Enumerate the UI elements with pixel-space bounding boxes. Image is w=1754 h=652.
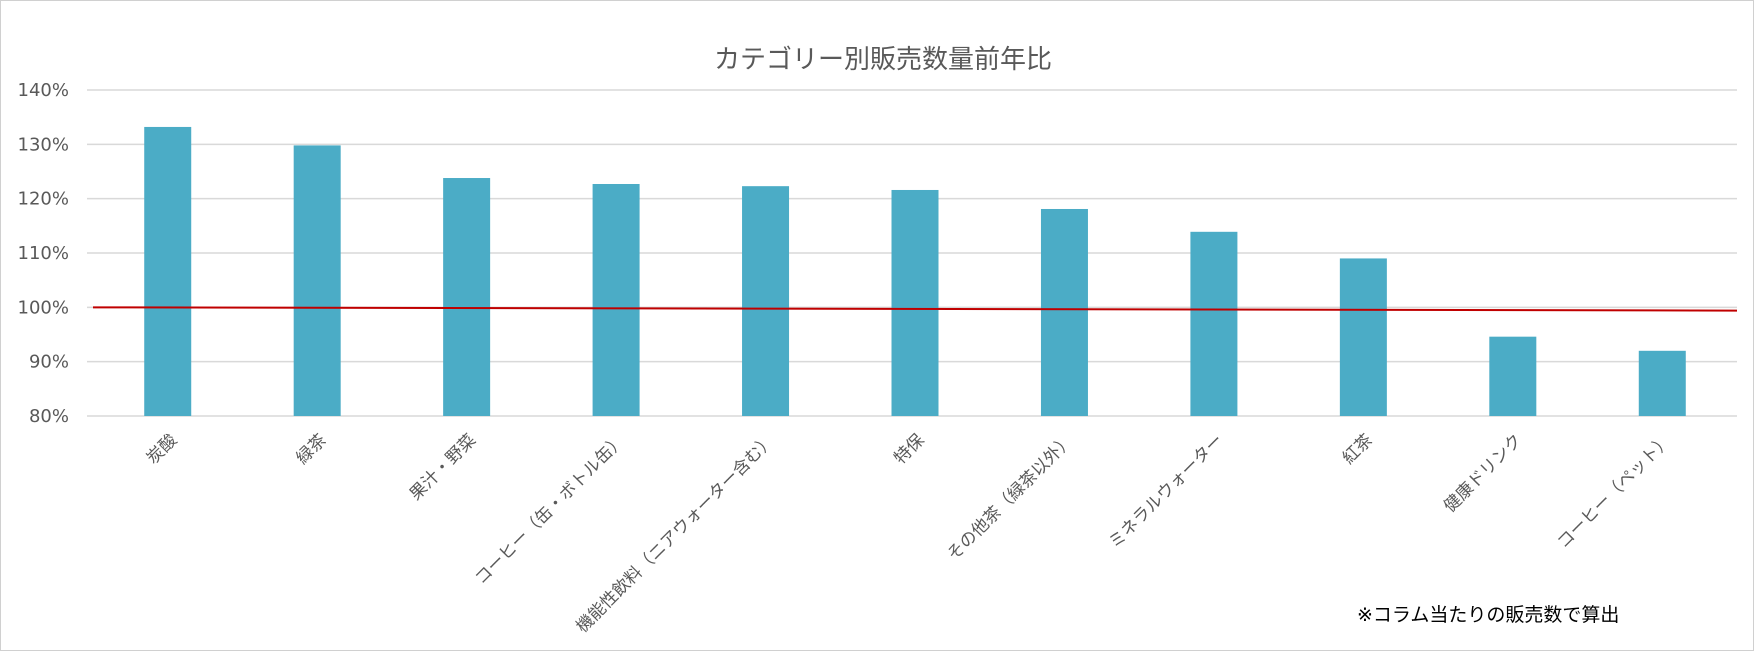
- category-label: 特保: [890, 430, 928, 468]
- category-label: ミネラルウォーター: [1105, 430, 1227, 552]
- y-tick-label: 110%: [18, 243, 69, 264]
- y-tick-label: 80%: [29, 406, 69, 427]
- y-tick-label: 120%: [18, 189, 69, 210]
- bar-1: [293, 145, 341, 417]
- y-tick-label: 140%: [18, 80, 69, 101]
- bar-0: [144, 126, 192, 417]
- category-label: 健康ドリンク: [1440, 430, 1526, 516]
- y-tick-label: 130%: [18, 134, 69, 155]
- bar-8: [1339, 258, 1387, 416]
- bar-10: [1638, 350, 1686, 416]
- category-label: コーヒー（ペット）: [1553, 430, 1675, 552]
- y-tick-label: 90%: [29, 352, 69, 373]
- category-label: 緑茶: [293, 430, 331, 468]
- bar-7: [1190, 231, 1238, 416]
- footnote: ※コラム当たりの販売数で算出: [1357, 604, 1619, 626]
- bars: [144, 126, 1686, 417]
- y-axis-tick-labels: 80% 90% 100% 110% 120% 130% 140%: [18, 80, 69, 427]
- chart-title: カテゴリー別販売数量前年比: [714, 45, 1052, 75]
- y-tick-label: 100%: [18, 297, 69, 318]
- category-label: 紅茶: [1339, 430, 1377, 468]
- bar-9: [1489, 336, 1537, 416]
- bar-5: [891, 189, 939, 416]
- bar-3: [592, 183, 640, 416]
- category-label: 炭酸: [143, 430, 181, 468]
- reference-line: [92, 306, 1738, 312]
- bar-6: [1040, 208, 1088, 416]
- category-label: その他茶（緑茶以外）: [944, 430, 1078, 564]
- category-label: 果汁・野菜: [406, 430, 480, 504]
- reference-line-group: [92, 306, 1738, 312]
- bar-4: [742, 186, 790, 416]
- category-label: コーヒー（缶・ボトル缶）: [471, 430, 629, 588]
- bar-2: [443, 178, 491, 416]
